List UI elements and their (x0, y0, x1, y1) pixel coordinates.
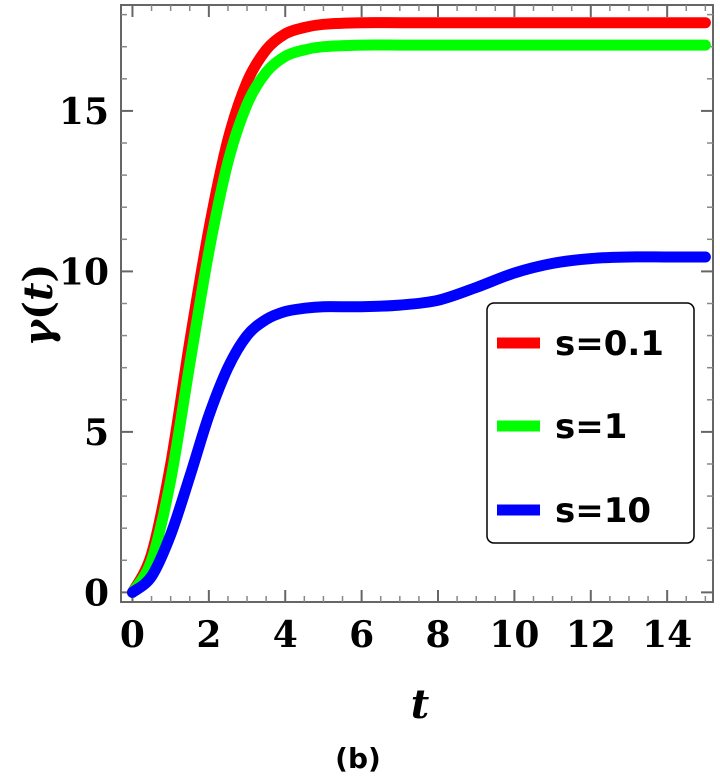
x-axis-label: t (411, 681, 430, 728)
y-axis-label: γ(t) (15, 264, 62, 347)
minor-ticks (121, 5, 713, 602)
legend: s=0.1 s=1 s=10 (486, 302, 695, 544)
tick-labels: 0 2 4 6 8 10 12 14 0 5 10 15 (59, 91, 692, 656)
legend-label-s1: s=1 (555, 407, 627, 447)
x-tick-label: 8 (425, 614, 450, 656)
x-tick-label: 12 (566, 614, 616, 656)
x-tick-label: 14 (642, 614, 692, 656)
y-axis-arg: t (15, 282, 62, 301)
y-axis-symbol: γ (15, 318, 62, 346)
legend-label-s01: s=0.1 (555, 324, 664, 364)
series-lines (127, 17, 711, 598)
x-tick-label: 2 (196, 614, 221, 656)
major-ticks (121, 5, 713, 602)
series-line-s10 (127, 251, 711, 598)
x-tick-label: 0 (120, 614, 145, 656)
caption: (b) (335, 742, 381, 775)
y-tick-label: 5 (84, 412, 109, 454)
series-line-s1 (127, 39, 711, 598)
x-tick-label: 6 (349, 614, 374, 656)
y-axis-close-paren: ) (15, 264, 62, 283)
legend-label-s10: s=10 (555, 491, 651, 531)
y-tick-label: 10 (59, 251, 109, 293)
legend-box (486, 302, 695, 544)
x-tick-label: 4 (273, 614, 298, 656)
x-tick-label: 10 (489, 614, 539, 656)
y-tick-label: 0 (84, 572, 109, 614)
y-tick-label: 15 (59, 91, 109, 133)
y-axis-open-paren: ( (15, 301, 62, 320)
